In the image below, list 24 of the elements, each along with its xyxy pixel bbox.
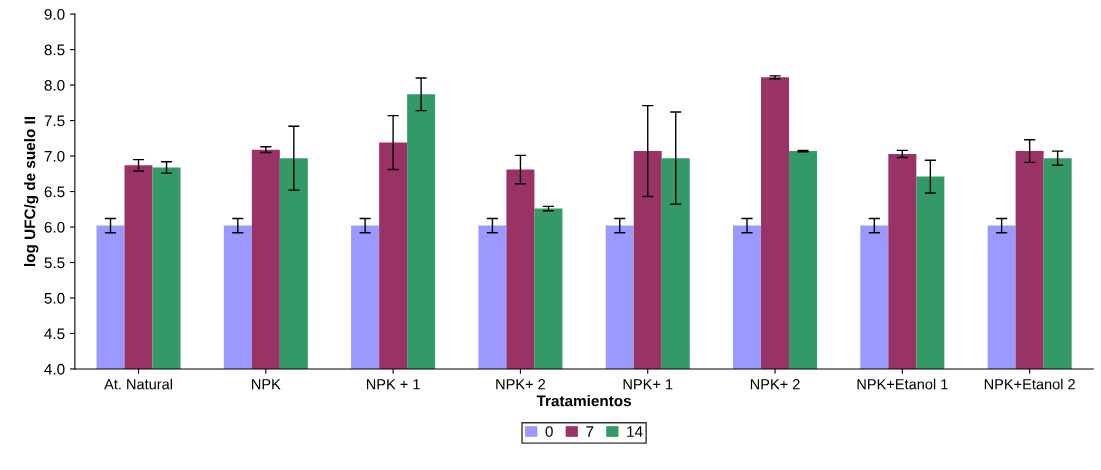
y-tick-label: 8.5 <box>44 44 65 56</box>
legend-label: 0 <box>545 426 553 437</box>
y-axis-title: log UFC/g de suelo II <box>24 117 39 266</box>
y-tick-label: 9.0 <box>44 8 65 20</box>
y-tick-label: 5.0 <box>44 292 65 304</box>
x-tick-label: NPK + 1 <box>366 379 420 390</box>
legend-label: 14 <box>627 426 643 437</box>
y-tick-label: 6.5 <box>44 186 65 198</box>
x-tick-label: NPK <box>252 379 281 390</box>
y-tick-label: 4.5 <box>44 328 65 340</box>
x-tick-label: At. Natural <box>104 378 172 390</box>
y-tick-label: 7.0 <box>44 150 65 162</box>
x-tick-label: NPK+ 2 <box>496 379 546 390</box>
x-axis-title: Tratamientos <box>536 395 631 407</box>
y-tick-label: 4.0 <box>44 363 65 375</box>
y-tick-label: 6.0 <box>44 221 65 233</box>
y-tick-label: 8.0 <box>44 79 65 91</box>
legend-label: 7 <box>586 426 594 437</box>
x-tick-label: NPK+Etanol 2 <box>984 378 1075 390</box>
y-tick-label: 7.5 <box>44 115 65 127</box>
x-tick-label: NPK+ 1 <box>623 379 673 390</box>
x-tick-label: NPK+ 2 <box>750 379 800 390</box>
y-tick-label: 5.5 <box>44 257 65 269</box>
x-tick-label: NPK+Etanol 1 <box>857 378 948 390</box>
